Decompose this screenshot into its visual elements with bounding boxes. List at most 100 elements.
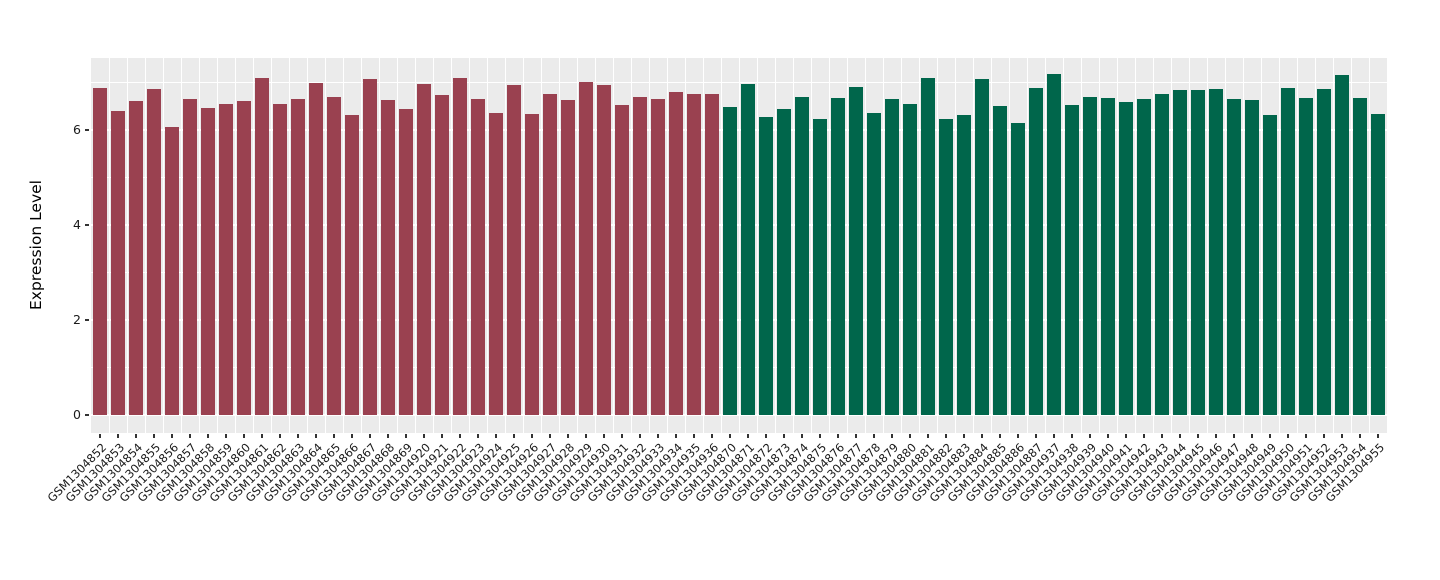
bar-GSM1304876	[831, 97, 845, 415]
x-axis-tick	[837, 434, 839, 438]
bar-GSM1304940	[1101, 97, 1115, 415]
x-axis-tick	[459, 434, 461, 438]
x-axis-tick	[1125, 434, 1127, 438]
gridline-vertical	[774, 58, 776, 433]
bar-GSM1304853	[111, 111, 125, 415]
x-axis-tick	[711, 434, 713, 438]
x-axis-tick	[999, 434, 1001, 438]
x-axis-tick	[855, 434, 857, 438]
gridline-vertical	[414, 58, 416, 433]
bar-GSM1304951	[1299, 98, 1313, 415]
gridline-vertical	[486, 58, 488, 433]
x-axis-tick	[747, 434, 749, 438]
x-axis-tick	[549, 434, 551, 438]
bar-GSM1304934	[669, 92, 683, 415]
x-axis-tick	[801, 434, 803, 438]
gridline-vertical	[1260, 58, 1262, 433]
x-axis-tick	[171, 434, 173, 438]
bar-GSM1304949	[1263, 115, 1277, 415]
gridline-vertical	[108, 58, 110, 433]
x-axis-tick	[351, 434, 353, 438]
bar-GSM1304872	[759, 116, 773, 415]
gridline-vertical	[1206, 58, 1208, 433]
gridline-major	[91, 129, 1387, 131]
x-axis-tick	[207, 434, 209, 438]
gridline-minor	[91, 177, 1387, 178]
gridline-vertical	[162, 58, 164, 433]
bar-GSM1304943	[1155, 94, 1169, 415]
y-axis-tick	[85, 129, 89, 131]
x-axis-tick	[333, 434, 335, 438]
gridline-vertical	[666, 58, 668, 433]
x-axis-tick	[117, 434, 119, 438]
bar-GSM1304948	[1245, 99, 1259, 415]
bar-GSM1304936	[705, 94, 719, 415]
bar-GSM1304950	[1281, 87, 1295, 415]
x-axis-tick	[1089, 434, 1091, 438]
bar-GSM1304882	[939, 118, 953, 415]
bar-GSM1304937	[1047, 74, 1061, 415]
bar-GSM1304884	[975, 79, 989, 415]
gridline-vertical	[954, 58, 956, 433]
bar-GSM1304923	[471, 98, 485, 415]
bar-GSM1304875	[813, 119, 827, 415]
x-axis-tick	[189, 434, 191, 438]
x-axis-tick	[1017, 434, 1019, 438]
gridline-vertical	[882, 58, 884, 433]
bar-GSM1304856	[165, 127, 179, 415]
bar-GSM1304858	[201, 107, 215, 415]
gridline-vertical	[648, 58, 650, 433]
x-axis-tick	[279, 434, 281, 438]
bar-GSM1304929	[579, 81, 593, 415]
bar-GSM1304878	[867, 112, 881, 415]
bar-GSM1304954	[1353, 97, 1367, 415]
gridline-vertical	[684, 58, 686, 433]
gridline-vertical	[594, 58, 596, 433]
x-axis-tick	[99, 434, 101, 438]
bar-GSM1304871	[741, 83, 755, 415]
x-axis-tick	[243, 434, 245, 438]
bar-GSM1304952	[1317, 89, 1331, 415]
x-axis-tick	[1215, 434, 1217, 438]
x-axis-tick	[1107, 434, 1109, 438]
x-axis-tick	[1269, 434, 1271, 438]
gridline-vertical	[1170, 58, 1172, 433]
x-axis-tick	[675, 434, 677, 438]
gridline-vertical	[1278, 58, 1280, 433]
gridline-vertical	[1314, 58, 1316, 433]
x-axis-tick	[1233, 434, 1235, 438]
bar-GSM1304945	[1191, 90, 1205, 415]
bar-GSM1304946	[1209, 88, 1223, 415]
x-axis-tick	[1323, 434, 1325, 438]
x-axis-tick	[1071, 434, 1073, 438]
y-tick-label: 2	[73, 312, 81, 327]
x-axis-tick	[819, 434, 821, 438]
bar-GSM1304944	[1173, 89, 1187, 415]
bar-GSM1304930	[597, 84, 611, 415]
x-axis-tick	[603, 434, 605, 438]
x-axis-tick	[1035, 434, 1037, 438]
x-axis-tick	[531, 434, 533, 438]
x-axis-tick	[729, 434, 731, 438]
gridline-vertical	[144, 58, 146, 433]
x-axis-tick	[1161, 434, 1163, 438]
x-axis-tick	[1377, 434, 1379, 438]
gridline-vertical	[198, 58, 200, 433]
x-axis-tick	[1143, 434, 1145, 438]
gridline-vertical	[450, 58, 452, 433]
bar-GSM1304928	[561, 99, 575, 415]
gridline-vertical	[1188, 58, 1190, 433]
bar-GSM1304887	[1029, 87, 1043, 415]
x-axis-tick	[765, 434, 767, 438]
bar-GSM1304861	[255, 78, 269, 415]
gridline-vertical	[1098, 58, 1100, 433]
bar-GSM1304855	[147, 88, 161, 415]
bar-GSM1304866	[345, 115, 359, 415]
gridline-vertical	[360, 58, 362, 433]
bar-GSM1304864	[309, 82, 323, 415]
x-axis-tick	[153, 434, 155, 438]
gridline-vertical	[702, 58, 704, 433]
bar-GSM1304885	[993, 105, 1007, 415]
bar-GSM1304879	[885, 98, 899, 415]
gridline-vertical	[792, 58, 794, 433]
